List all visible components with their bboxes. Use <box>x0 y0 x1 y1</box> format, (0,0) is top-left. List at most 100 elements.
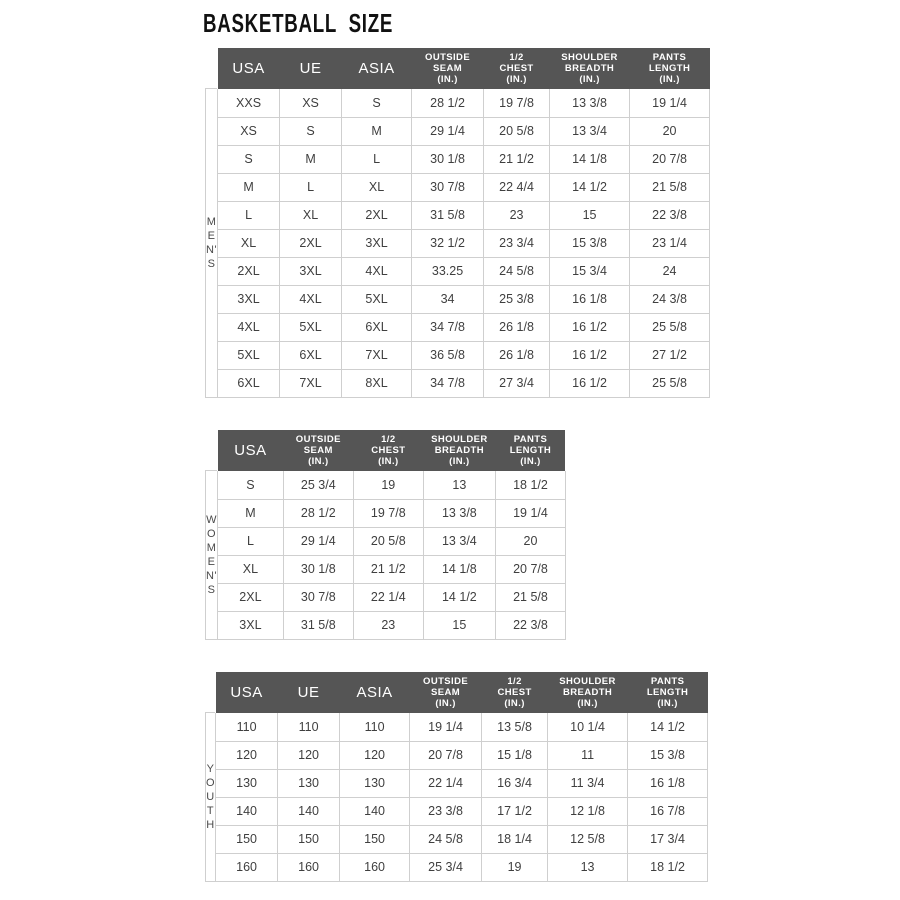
table-cell: 19 1/4 <box>409 713 483 742</box>
table-cell: XL <box>217 555 284 584</box>
table-cell: M <box>341 117 413 146</box>
womens-table-body: USA OUTSIDE SEAM (IN.) 1/2 CHEST (IN.) SHOULDER… <box>217 430 566 640</box>
column-header: ASIA <box>339 672 410 713</box>
table-row: S M L 30 1/8 21 1/2 14 1/8 20 7/8 <box>217 145 711 174</box>
table-cell: 28 1/2 <box>411 89 485 118</box>
column-header: UE <box>279 48 342 89</box>
table-cell: 22 1/4 <box>352 583 424 612</box>
table-cell: 15 3/8 <box>549 229 631 258</box>
table-cell: 4XL <box>341 257 413 286</box>
table-cell: 5XL <box>279 313 343 342</box>
table-cell: 25 5/8 <box>629 313 711 342</box>
table-cell: 25 3/4 <box>282 471 354 500</box>
table-cell: 34 7/8 <box>411 369 485 398</box>
table-cell: 2XL <box>217 257 281 286</box>
table-cell: 20 <box>494 527 566 556</box>
group-label-letter: M <box>206 541 217 554</box>
group-label-womens: W O M E N' S <box>205 470 218 640</box>
youth-table-body: USA UE ASIA OUTSIDE SEAM (IN.) 1/2 CHEST (IN.) SH… <box>215 672 709 882</box>
table-row: S 25 3/4 19 13 18 1/2 <box>217 471 566 500</box>
table-cell: 11 <box>547 741 629 770</box>
table-cell: 12 5/8 <box>547 825 629 854</box>
table-cell: 3XL <box>217 285 281 314</box>
table-cell: 21 1/2 <box>483 145 551 174</box>
table-row: 150 150 150 24 5/8 18 1/4 12 5/8 17 3/4 <box>215 825 709 854</box>
table-cell: 6XL <box>217 369 281 398</box>
column-header: USA <box>217 48 280 89</box>
table-cell: 30 1/8 <box>282 555 354 584</box>
table-cell: 110 <box>215 713 279 742</box>
table-row: XL 30 1/8 21 1/2 14 1/8 20 7/8 <box>217 555 566 584</box>
table-cell: 20 7/8 <box>494 555 566 584</box>
table-cell: L <box>217 527 284 556</box>
table-cell: 16 3/4 <box>481 769 549 798</box>
table-cell: 18 1/4 <box>481 825 549 854</box>
table-cell: 19 1/4 <box>494 499 566 528</box>
table-cell: 14 1/2 <box>422 583 496 612</box>
column-header: 1/2 CHEST (IN.) <box>483 48 550 89</box>
table-cell: 29 1/4 <box>282 527 354 556</box>
youth-grid: USA UE ASIA OUTSIDE SEAM (IN.) 1/2 CHEST (IN.) SH… <box>215 672 709 882</box>
table-cell: 120 <box>215 741 279 770</box>
table-row: 2XL 30 7/8 22 1/4 14 1/2 21 5/8 <box>217 583 566 612</box>
table-cell: 26 1/8 <box>483 313 551 342</box>
table-cell: 16 1/8 <box>549 285 631 314</box>
table-cell: 7XL <box>341 341 413 370</box>
group-label-letter: T <box>206 804 215 817</box>
table-cell: 19 7/8 <box>483 89 551 118</box>
column-header: ASIA <box>341 48 412 89</box>
table-cell: XL <box>279 201 343 230</box>
table-cell: 19 1/4 <box>629 89 711 118</box>
table-cell: 18 1/2 <box>494 471 566 500</box>
table-row: 130 130 130 22 1/4 16 3/4 11 3/4 16 1/8 <box>215 769 709 798</box>
table-cell: 15 1/8 <box>481 741 549 770</box>
table-cell: 24 <box>629 257 711 286</box>
table-cell: 130 <box>277 769 341 798</box>
table-cell: 20 7/8 <box>409 741 483 770</box>
table-row: 6XL 7XL 8XL 34 7/8 27 3/4 16 1/2 25 5/8 <box>217 369 711 398</box>
column-header: PANTS LENGTH (IN.) <box>629 48 710 89</box>
table-cell: 30 7/8 <box>411 173 485 202</box>
table-cell: 150 <box>277 825 341 854</box>
womens-grid: USA OUTSIDE SEAM (IN.) 1/2 CHEST (IN.) SHOULDER… <box>217 430 566 640</box>
column-header: USA <box>217 430 284 471</box>
group-label-letter: N' <box>206 243 218 256</box>
group-label-letter: E <box>207 555 216 568</box>
table-cell: S <box>217 471 284 500</box>
table-cell: 23 3/8 <box>409 797 483 826</box>
table-row: 5XL 6XL 7XL 36 5/8 26 1/8 16 1/2 27 1/2 <box>217 341 711 370</box>
table-cell: 25 3/4 <box>409 853 483 882</box>
table-cell: 160 <box>339 853 411 882</box>
table-row: 120 120 120 20 7/8 15 1/8 11 15 3/8 <box>215 741 709 770</box>
table-cell: 23 <box>483 201 551 230</box>
table-cell: 140 <box>339 797 411 826</box>
table-cell: 18 1/2 <box>627 853 709 882</box>
table-cell: 17 3/4 <box>627 825 709 854</box>
page-title: BASKETBALL SIZE <box>203 8 394 38</box>
column-header: OUTSIDE SEAM (IN.) <box>409 672 482 713</box>
table-cell: 13 5/8 <box>481 713 549 742</box>
table-cell: 27 3/4 <box>483 369 551 398</box>
table-cell: S <box>217 145 281 174</box>
table-cell: 33.25 <box>411 257 485 286</box>
table-cell: 16 1/2 <box>549 369 631 398</box>
mens-size-table: M E N' S USA UE ASIA OUTSIDE SEAM (IN.) 1/2 CHEST(… <box>205 48 711 398</box>
table-cell: 16 1/2 <box>549 313 631 342</box>
table-row: 140 140 140 23 3/8 17 1/2 12 1/8 16 7/8 <box>215 797 709 826</box>
group-label-letter: S <box>207 257 216 270</box>
group-label-letter: O <box>206 527 217 540</box>
table-cell: 3XL <box>341 229 413 258</box>
table-cell: 23 <box>352 611 424 640</box>
table-cell: 130 <box>339 769 411 798</box>
table-cell: 120 <box>277 741 341 770</box>
table-row: L XL 2XL 31 5/8 23 15 22 3/8 <box>217 201 711 230</box>
table-cell: 24 3/8 <box>629 285 711 314</box>
table-cell: 130 <box>215 769 279 798</box>
table-cell: L <box>279 173 343 202</box>
table-cell: 140 <box>277 797 341 826</box>
table-cell: 21 5/8 <box>494 583 566 612</box>
table-cell: 10 1/4 <box>547 713 629 742</box>
table-cell: 19 <box>352 471 424 500</box>
table-cell: 110 <box>339 713 411 742</box>
